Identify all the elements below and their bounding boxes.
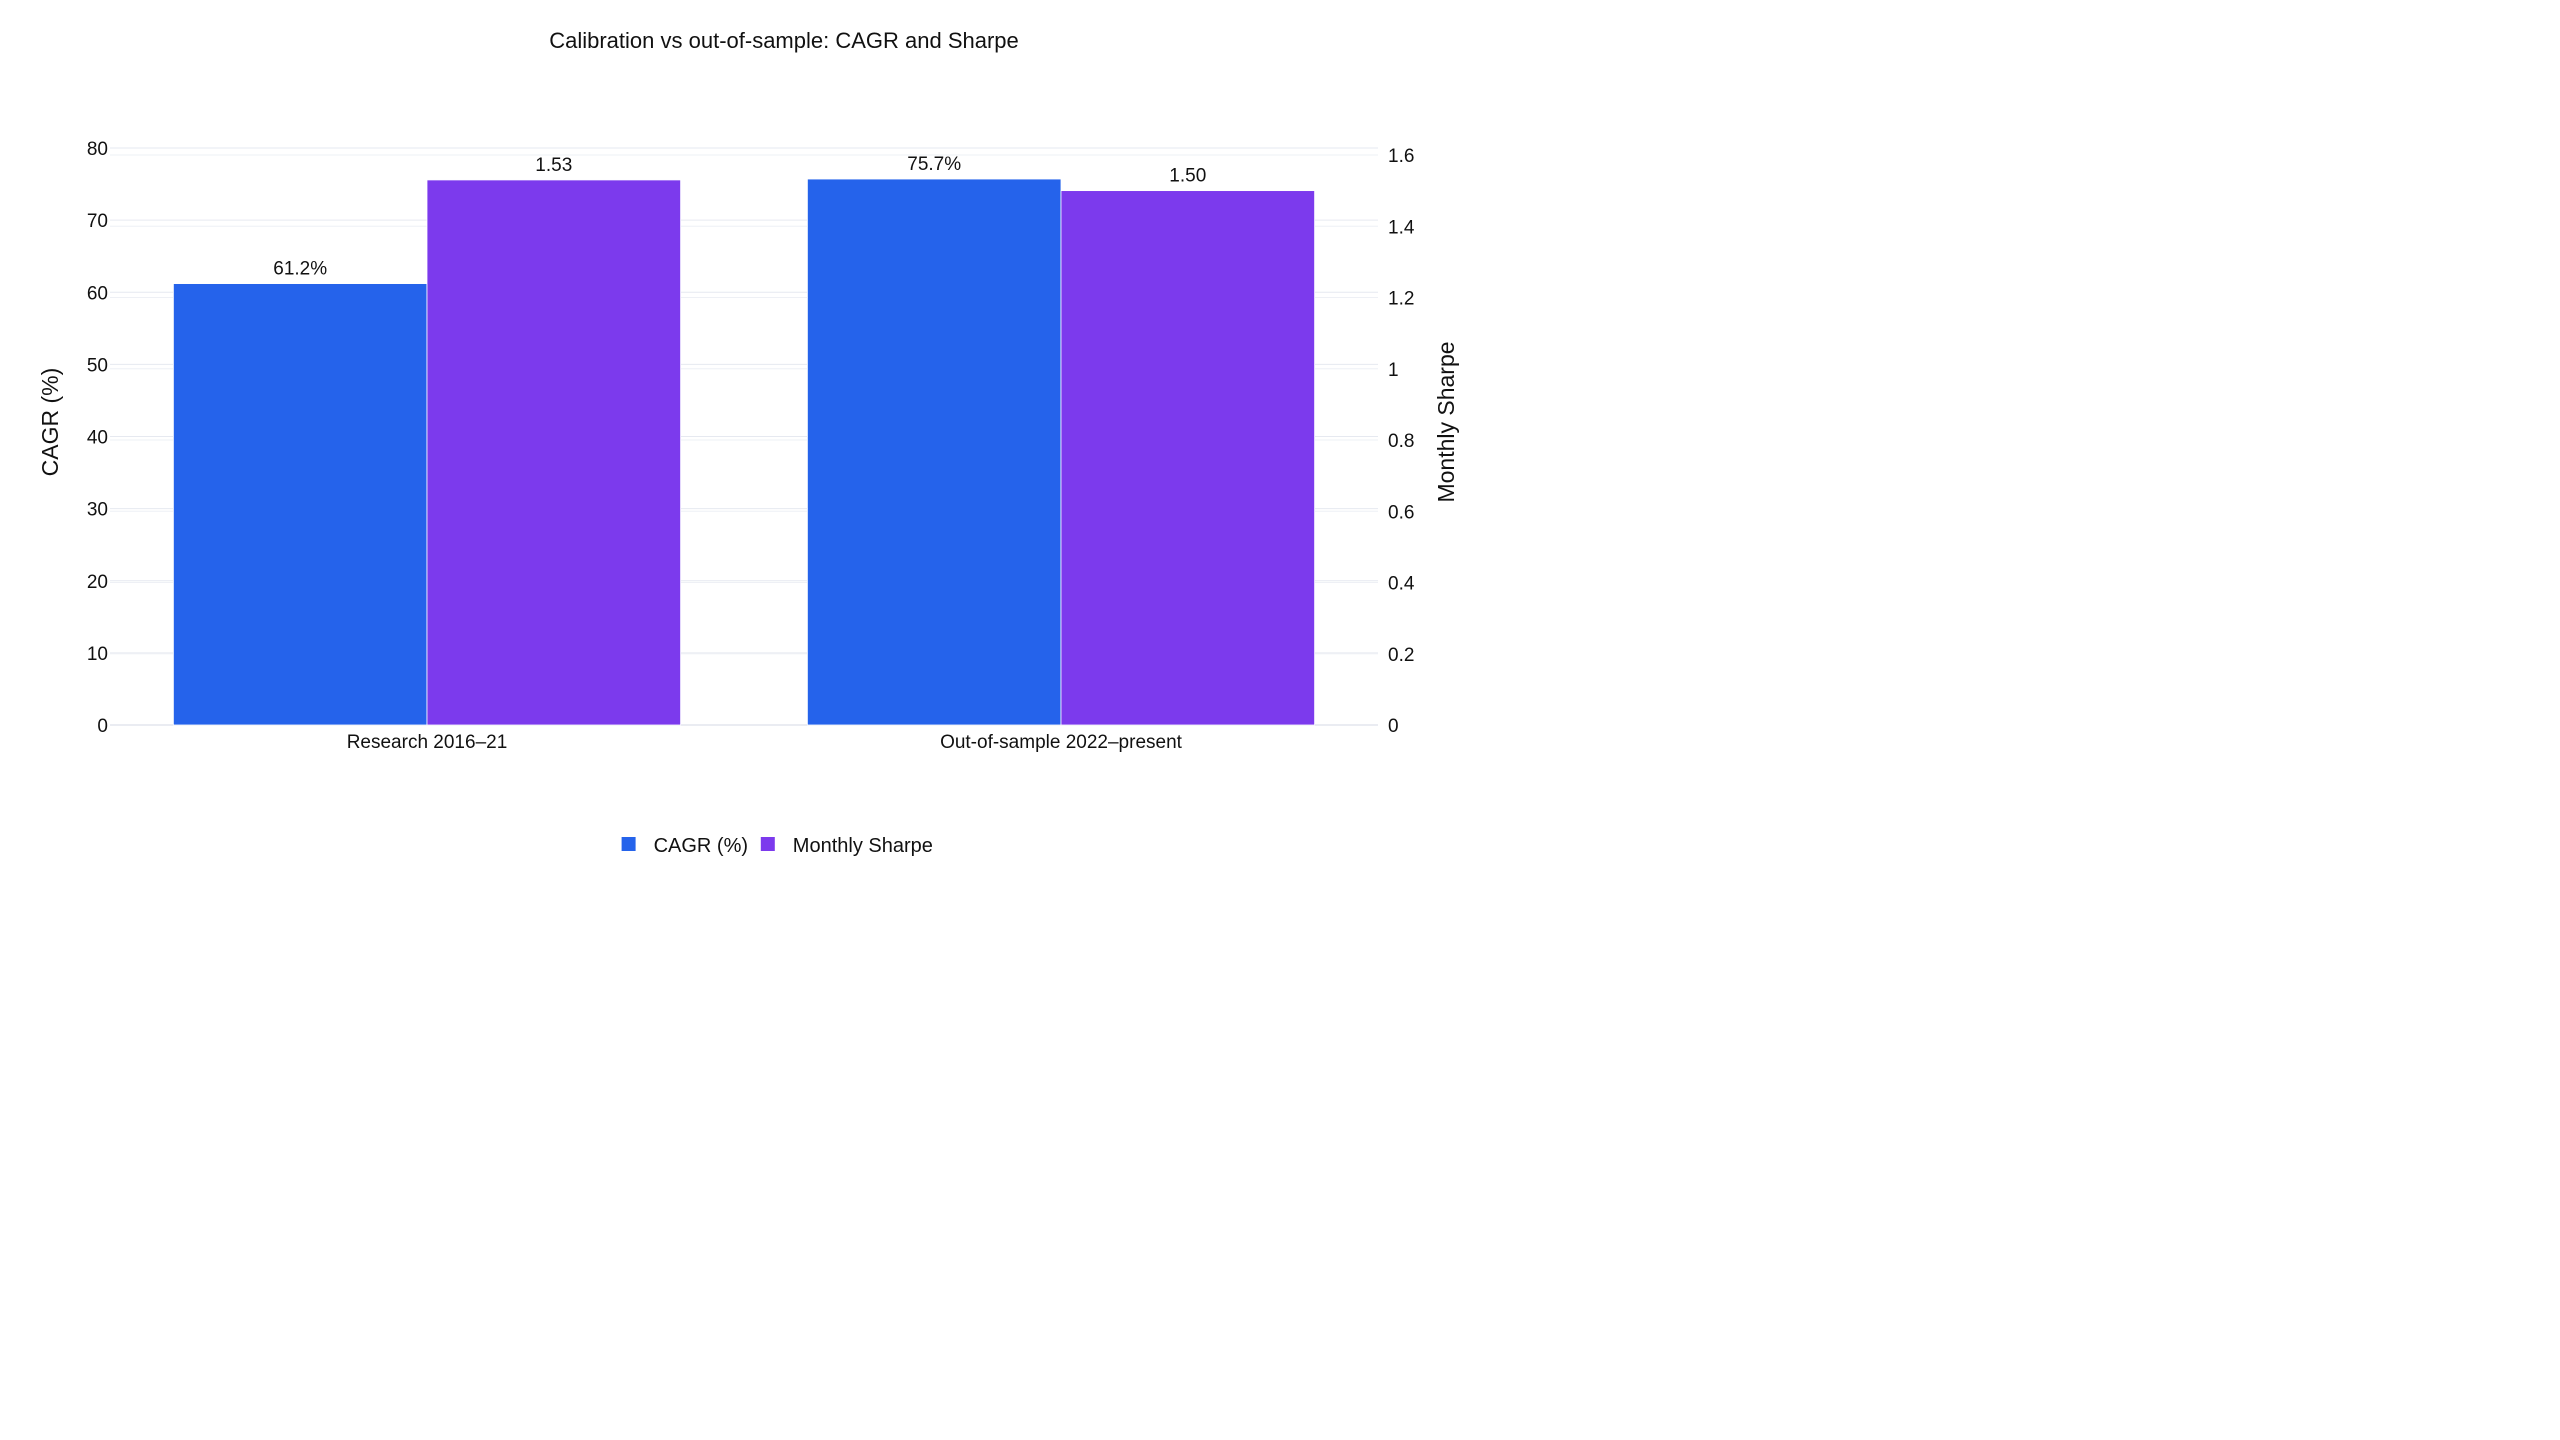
bar-sharpe (1060, 190, 1316, 726)
x-tick-label: Research 2016–21 (347, 732, 508, 753)
bar-value-labels: 61.2% 1.53 75.7% 1.50 (273, 154, 1206, 280)
bars (172, 178, 1316, 726)
chart-container: Calibration vs out-of-sample: CAGR and S… (0, 0, 1568, 882)
left-axis-title: CAGR (%) (37, 368, 63, 477)
right-tick-label: 0 (1388, 716, 1399, 737)
bar-value-label: 75.7% (907, 154, 961, 175)
bar-cagr (172, 283, 428, 726)
left-tick-label: 0 (97, 716, 108, 737)
bar-value-label: 61.2% (273, 259, 327, 280)
bar-value-label: 1.53 (535, 155, 572, 176)
x-tick-label: Out-of-sample 2022–present (940, 732, 1183, 753)
right-tick-label: 0.2 (1388, 645, 1414, 666)
right-tick-label: 1 (1388, 360, 1399, 381)
right-axis-title: Monthly Sharpe (1433, 341, 1459, 502)
left-axis-ticks: 0 10 20 30 40 50 60 70 80 (87, 139, 108, 737)
right-tick-label: 1.6 (1388, 146, 1414, 167)
legend-label: Monthly Sharpe (793, 835, 933, 857)
right-axis-ticks: 0 0.2 0.4 0.6 0.8 1 1.2 1.4 1.6 (1388, 146, 1415, 737)
left-tick-label: 80 (87, 139, 108, 160)
right-tick-label: 0.8 (1388, 431, 1414, 452)
right-tick-label: 1.4 (1388, 217, 1415, 238)
right-tick-label: 1.2 (1388, 289, 1414, 310)
bar-sharpe (426, 179, 682, 726)
chart-svg: Calibration vs out-of-sample: CAGR and S… (37, 28, 1459, 857)
left-tick-label: 40 (87, 428, 108, 449)
right-tick-label: 0.4 (1388, 574, 1415, 595)
right-tick-label: 0.6 (1388, 502, 1414, 523)
legend-swatch (760, 837, 775, 851)
legend-label: CAGR (%) (654, 835, 748, 857)
left-tick-label: 30 (87, 500, 108, 521)
left-tick-label: 50 (87, 355, 108, 376)
bar-cagr (807, 178, 1062, 726)
legend: CAGR (%) Monthly Sharpe (621, 835, 933, 857)
legend-swatch (621, 837, 636, 851)
left-tick-label: 60 (87, 283, 108, 304)
chart-title: Calibration vs out-of-sample: CAGR and S… (549, 28, 1019, 53)
x-axis-ticks: Research 2016–21 Out-of-sample 2022–prese… (347, 732, 1183, 753)
left-tick-label: 10 (87, 644, 108, 665)
left-tick-label: 70 (87, 211, 108, 232)
bar-value-label: 1.50 (1169, 166, 1206, 187)
left-tick-label: 20 (87, 572, 108, 593)
